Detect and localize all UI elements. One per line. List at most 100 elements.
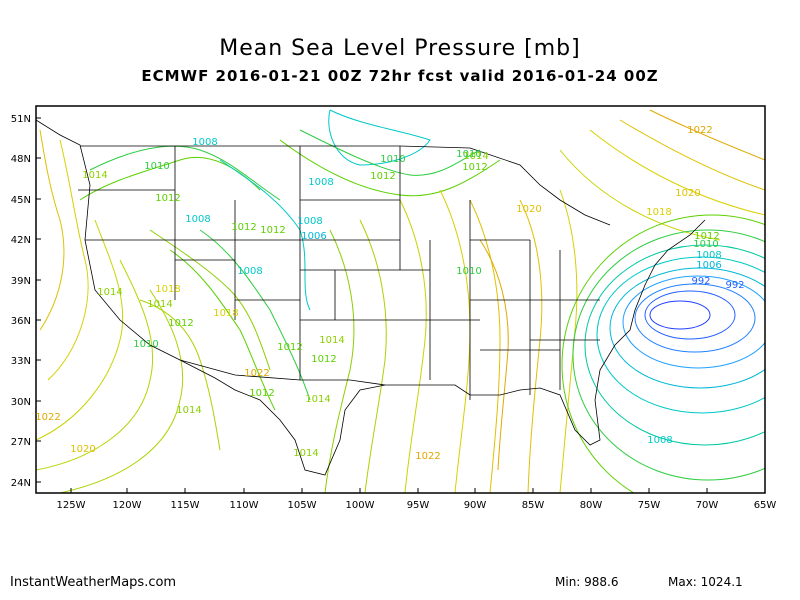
isobar-label: 1010	[456, 266, 481, 277]
isobar-label: 1014	[305, 394, 330, 405]
isobar	[39, 129, 65, 331]
isobar-label: 1014	[147, 299, 172, 310]
isobar	[139, 299, 221, 451]
isobar-label: 1008	[237, 266, 262, 277]
lon-tick-label: 65W	[754, 500, 777, 511]
isobar	[89, 145, 281, 201]
isobar-label: 1008	[297, 216, 322, 227]
boundaries	[36, 119, 706, 476]
isobar-label: 1006	[301, 231, 326, 242]
isobar	[572, 229, 765, 481]
isobars	[36, 109, 765, 493]
isobar-label: 1012	[370, 171, 395, 182]
lon-tick-label: 85W	[522, 500, 545, 511]
isobar-label: 1010	[380, 154, 405, 165]
isobar	[559, 149, 721, 241]
lat-tick-label: 27N	[11, 437, 31, 448]
lat-tick-label: 48N	[11, 154, 31, 165]
isobar-label: 1006	[696, 260, 721, 271]
isobar-label: 1010	[693, 239, 718, 250]
isobar	[36, 259, 154, 471]
mexico-border-west	[179, 359, 301, 381]
isobar	[561, 214, 765, 493]
isobar	[169, 249, 276, 411]
isobar	[47, 139, 89, 381]
isobar-label: 1014	[319, 335, 344, 346]
isobar-label: 1008	[185, 214, 210, 225]
isobar	[559, 189, 578, 493]
chart-subtitle: ECMWF 2016-01-21 00Z 72hr fcst valid 201…	[141, 67, 659, 85]
lon-tick-label: 95W	[407, 500, 430, 511]
lon-tick-label: 80W	[580, 500, 603, 511]
coastline	[36, 119, 706, 476]
lat-tick-label: 42N	[11, 235, 31, 246]
lon-tick-label: 110W	[230, 500, 259, 511]
latitude-ticks: 51N 48N 45N 42N 39N 36N 33N 30N 27N 24N	[11, 114, 41, 489]
isobar-label: 1018	[155, 284, 180, 295]
isobar-label: 1012	[462, 162, 487, 173]
isobar-label: 1012	[249, 388, 274, 399]
isobar-label: 1010	[144, 161, 169, 172]
isobar-label: 1020	[70, 444, 95, 455]
isobar	[649, 109, 765, 161]
isobar-label: 1020	[516, 204, 541, 215]
lon-tick-label: 125W	[57, 500, 86, 511]
isobar-label: 1010	[133, 339, 158, 350]
isobar-label: 1012	[155, 193, 180, 204]
isobar-label: 1018	[213, 308, 238, 319]
isobar-label: 1014	[293, 448, 318, 459]
isobar-label: 1022	[415, 451, 440, 462]
isobar-label: 1018	[646, 207, 671, 218]
lon-tick-label: 115W	[171, 500, 200, 511]
isobar	[399, 199, 427, 493]
isobar	[596, 256, 765, 414]
isobar-label: 1022	[687, 125, 712, 136]
lon-tick-label: 100W	[346, 500, 375, 511]
lon-tick-label: 120W	[113, 500, 142, 511]
lat-tick-label: 30N	[11, 397, 31, 408]
lon-tick-label: 75W	[638, 500, 661, 511]
isobar-label: 1008	[647, 435, 672, 446]
site-credit: InstantWeatherMaps.com	[10, 575, 177, 590]
map-background	[36, 106, 765, 493]
isobar-label: 992	[691, 276, 710, 287]
isobar-label: 1012	[277, 342, 302, 353]
isobar-label: 1014	[97, 287, 122, 298]
isobar-label: 1014	[463, 151, 488, 162]
isobar	[59, 289, 184, 493]
isobar	[589, 129, 765, 216]
contour-labels: 1008101010141012100810081010101210141010…	[35, 125, 744, 462]
isobar	[149, 229, 271, 371]
isobar-label: 1008	[308, 177, 333, 188]
isobar	[584, 244, 765, 446]
isobar-label: 1014	[176, 405, 201, 416]
max-value: Max: 1024.1	[668, 575, 743, 589]
isobar	[359, 219, 387, 493]
isobar-label: 1012	[168, 318, 193, 329]
lon-tick-label: 105W	[288, 500, 317, 511]
isobar-label: 1012	[231, 222, 256, 233]
state-lines	[78, 146, 600, 400]
min-value: Min: 988.6	[555, 575, 619, 589]
isobar-label: 1008	[192, 137, 217, 148]
lat-tick-label: 45N	[11, 195, 31, 206]
isobar	[328, 109, 431, 166]
lat-tick-label: 24N	[11, 478, 31, 489]
isobar	[634, 283, 756, 353]
lon-tick-label: 90W	[464, 500, 487, 511]
isobar-label: 1012	[260, 225, 285, 236]
isobar-label: 1022	[35, 412, 60, 423]
isobar-label: 1008	[696, 250, 721, 261]
lat-tick-label: 33N	[11, 356, 31, 367]
longitude-ticks: 125W 120W 115W 110W 105W 100W 95W 90W 85W 80W 75W 7…	[57, 488, 777, 511]
lat-tick-label: 36N	[11, 316, 31, 327]
lat-tick-label: 51N	[11, 114, 31, 125]
isobar-label: 1012	[311, 354, 336, 365]
isobar	[649, 300, 711, 330]
map-frame	[35, 105, 766, 494]
isobar-label: 1012	[694, 231, 719, 242]
canada-border	[80, 145, 471, 149]
isobar-label: 1020	[675, 188, 700, 199]
isobar	[609, 267, 765, 389]
